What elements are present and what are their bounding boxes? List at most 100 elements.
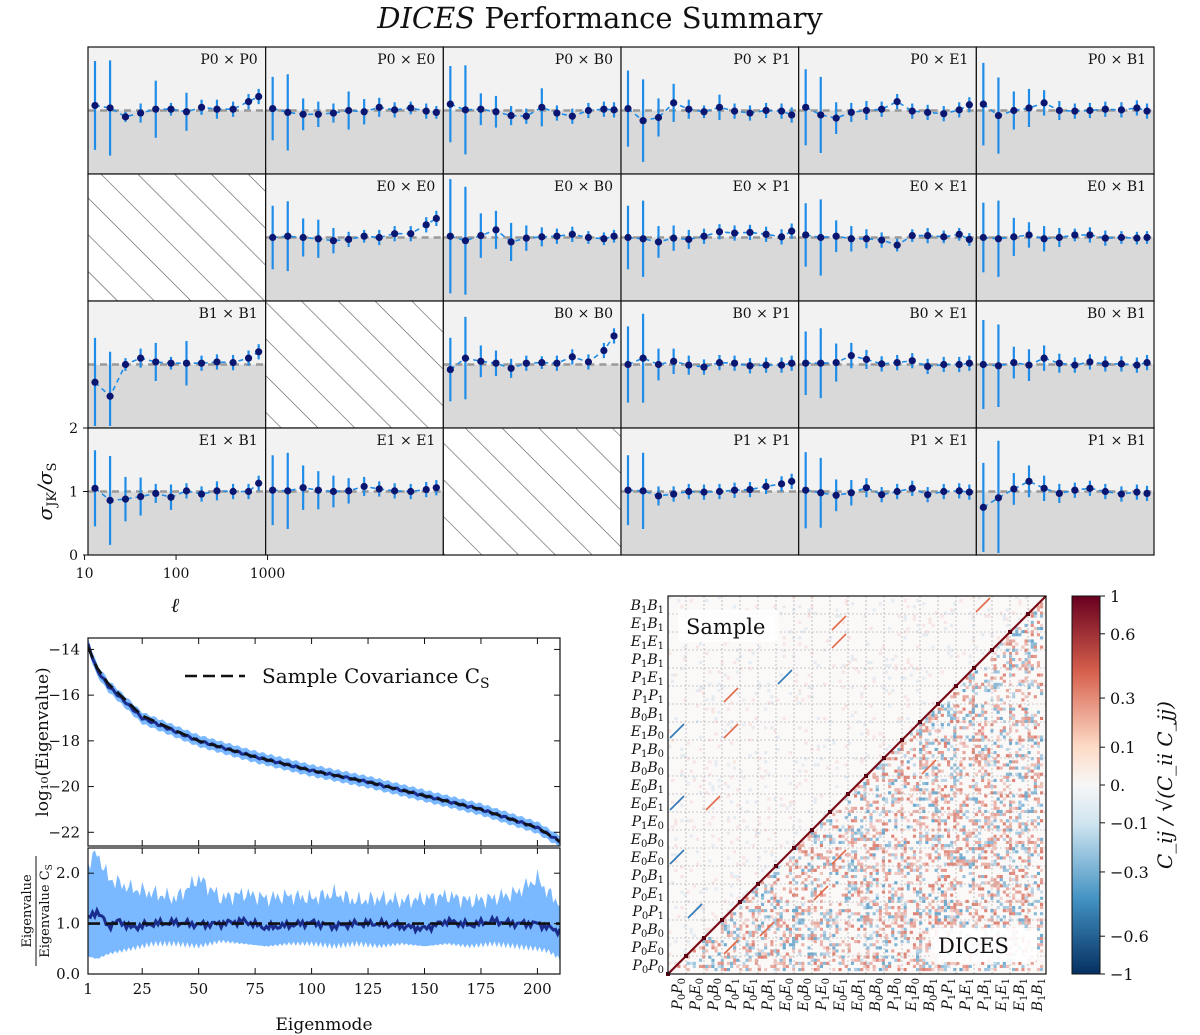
corr-cell bbox=[686, 782, 690, 786]
corr-cell bbox=[823, 952, 827, 956]
corr-cell bbox=[959, 921, 963, 925]
ratio-x-tick-label: 25 bbox=[133, 980, 152, 998]
corr-cell bbox=[705, 927, 709, 931]
corr-cell bbox=[1033, 720, 1037, 724]
corr-cell bbox=[1030, 775, 1034, 779]
corr-cell bbox=[903, 921, 907, 925]
corr-cell bbox=[956, 912, 960, 916]
corr-cell bbox=[1018, 704, 1022, 708]
corr-cell bbox=[1009, 803, 1013, 807]
corr-cell bbox=[968, 912, 972, 916]
corr-cell bbox=[978, 744, 982, 748]
corr-cell bbox=[813, 958, 817, 962]
data-point bbox=[91, 101, 99, 110]
corr-cell bbox=[869, 865, 873, 869]
corr-cell bbox=[909, 930, 913, 934]
corr-cell bbox=[863, 906, 867, 910]
corr-cell bbox=[863, 961, 867, 965]
corr-cell bbox=[1005, 840, 1009, 844]
corr-x-label-b: E bbox=[814, 984, 830, 995]
corr-cell bbox=[832, 856, 836, 860]
corr-cell bbox=[668, 596, 672, 600]
corr-cell bbox=[978, 729, 982, 733]
corr-cell bbox=[801, 887, 805, 891]
corr-x-label-a: P bbox=[886, 1000, 902, 1011]
corr-cell bbox=[940, 769, 944, 773]
corr-cell bbox=[857, 912, 861, 916]
corr-cell bbox=[1015, 772, 1019, 776]
corr-cell bbox=[984, 710, 988, 714]
corr-cell bbox=[906, 605, 910, 609]
corr-cell bbox=[844, 744, 848, 748]
corr-cell bbox=[931, 766, 935, 770]
corr-cell bbox=[671, 679, 675, 683]
corr-cell bbox=[919, 856, 923, 860]
corr-diag-node bbox=[756, 882, 760, 886]
corr-cell bbox=[962, 831, 966, 835]
corr-cell bbox=[798, 689, 802, 693]
corr-cell bbox=[714, 763, 718, 767]
data-point bbox=[1101, 487, 1109, 496]
corr-cell bbox=[891, 834, 895, 838]
corr-cell bbox=[792, 654, 796, 658]
corr-cell bbox=[1009, 800, 1013, 804]
corr-cell bbox=[888, 844, 892, 848]
corr-cell bbox=[726, 955, 730, 959]
corr-cell bbox=[798, 968, 802, 972]
corr-cell bbox=[671, 881, 675, 885]
corr-cell bbox=[1033, 648, 1037, 652]
panel-lower-bg bbox=[621, 491, 799, 555]
corr-offdiag-band bbox=[813, 885, 829, 901]
corr-cell bbox=[770, 890, 774, 894]
corr-cell bbox=[950, 766, 954, 770]
corr-y-label-bs: 1 bbox=[658, 641, 664, 652]
corr-cell bbox=[866, 828, 870, 832]
corr-cell bbox=[1018, 890, 1022, 894]
corr-cell bbox=[717, 689, 721, 693]
corr-cell bbox=[850, 850, 854, 854]
eig-y-tick-label: −20 bbox=[48, 778, 80, 796]
corr-offdiag-band bbox=[723, 939, 739, 955]
corr-y-label-a: P bbox=[631, 958, 642, 974]
corr-cell bbox=[829, 924, 833, 928]
corr-cell bbox=[792, 862, 796, 866]
corr-cell bbox=[788, 887, 792, 891]
corr-cell bbox=[1005, 617, 1009, 621]
corr-cell bbox=[881, 778, 885, 782]
corr-cell bbox=[1040, 673, 1044, 677]
corr-cell bbox=[1024, 726, 1028, 730]
corr-cell bbox=[956, 747, 960, 751]
corr-cell bbox=[934, 813, 938, 817]
data-point bbox=[1133, 234, 1141, 242]
corr-cell bbox=[730, 726, 734, 730]
corr-cell bbox=[686, 899, 690, 903]
corr-cell bbox=[686, 741, 690, 745]
corr-cell bbox=[720, 964, 724, 968]
corr-cell bbox=[1036, 661, 1040, 665]
data-point bbox=[654, 360, 663, 369]
corr-cell bbox=[767, 890, 771, 894]
corr-cell bbox=[878, 834, 882, 838]
corr-cell bbox=[903, 667, 907, 671]
corr-cell bbox=[1015, 751, 1019, 755]
ratio-y-label-den-text: Eigenvalue C bbox=[38, 870, 53, 957]
corr-cell bbox=[897, 964, 901, 968]
panel-lower-bg bbox=[976, 364, 1155, 428]
corr-cell bbox=[934, 844, 938, 848]
corr-cell bbox=[1033, 772, 1037, 776]
corr-cell bbox=[850, 685, 854, 689]
corr-cell bbox=[934, 809, 938, 813]
corr-cell bbox=[1005, 642, 1009, 646]
corr-cell bbox=[695, 837, 699, 841]
ratio-x-tick-label: 75 bbox=[246, 980, 265, 998]
corr-cell bbox=[823, 716, 827, 720]
corr-cell bbox=[878, 958, 882, 962]
corr-cell bbox=[1018, 884, 1022, 888]
corr-cell bbox=[940, 707, 944, 711]
corr-cell bbox=[1018, 720, 1022, 724]
corr-cell bbox=[689, 927, 693, 931]
panel-label: B0 × B1 bbox=[1087, 306, 1146, 322]
corr-cell bbox=[897, 952, 901, 956]
panel-label: P1 × B1 bbox=[1088, 433, 1146, 449]
corr-cell bbox=[748, 738, 752, 742]
